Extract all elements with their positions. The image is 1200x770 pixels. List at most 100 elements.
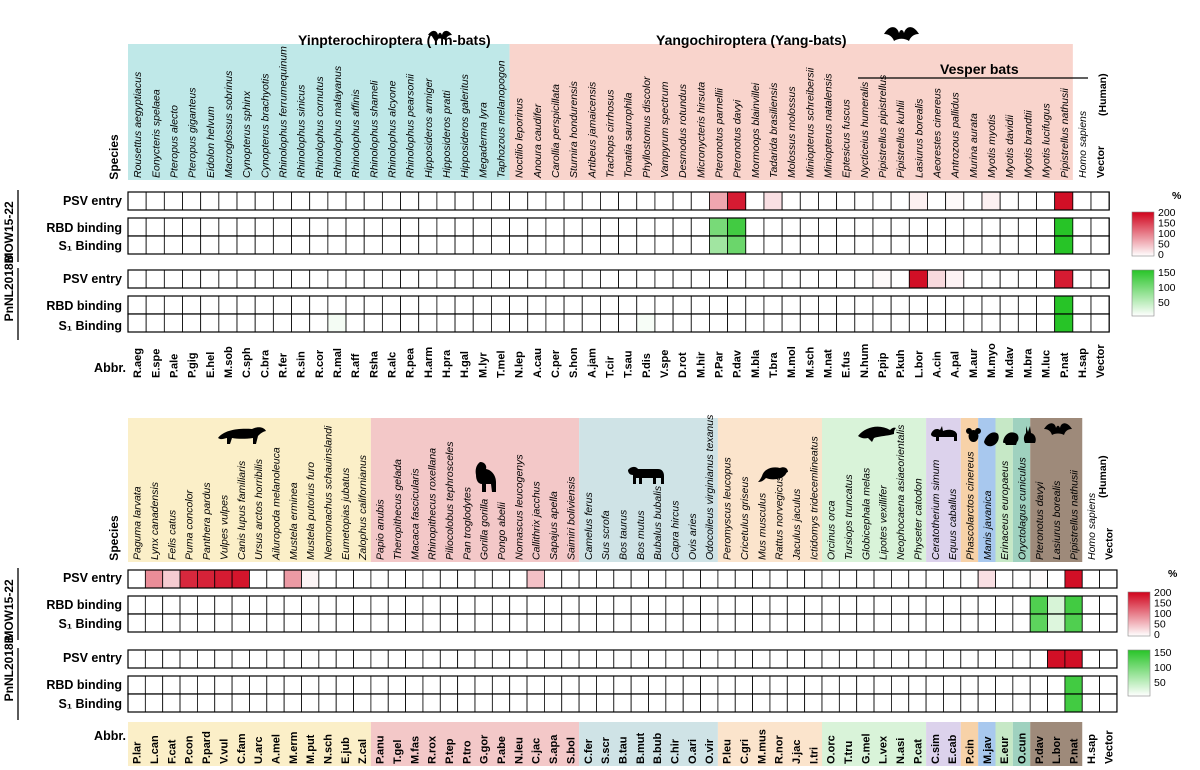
heatmap-cell: [908, 295, 928, 315]
heatmap-cell: [1099, 595, 1118, 615]
heatmap-cell: [648, 613, 667, 633]
heatmap-cell: [1036, 235, 1056, 255]
heatmap-cell: [781, 269, 801, 289]
heatmap-cell: [872, 313, 892, 333]
heatmap-cell: [418, 217, 438, 237]
species-label: Tonatia saurophila: [623, 92, 635, 178]
red-scale-tick: 100: [1154, 608, 1172, 620]
species-label: Neomonachus schauinslandi: [323, 425, 335, 560]
heatmap-cell: [836, 235, 856, 255]
heatmap-cell: [963, 217, 983, 237]
heatmap-cell: [335, 595, 354, 615]
panel1-abbreviations: R.aeg E.spe P.ale P.gig E.hel M.sob C.sph C.bra…: [132, 343, 1107, 378]
panel2-group-bg: [579, 418, 718, 562]
abbr-header-2: Abbr.: [94, 729, 126, 743]
heatmap-cell: [1017, 191, 1037, 211]
heatmap-cell: [561, 675, 580, 695]
heatmap-cell: [457, 649, 476, 669]
abbr-label: M.sob: [223, 346, 235, 378]
heatmap-cell: [472, 235, 492, 255]
heatmap-cell: [1064, 649, 1083, 669]
heatmap-cell: [1081, 675, 1101, 695]
heatmap-cell: [596, 595, 615, 615]
heatmap-cell: [283, 649, 302, 669]
heatmap-cell: [717, 693, 736, 713]
heatmap-cell: [717, 675, 736, 695]
heatmap-cell: [179, 649, 198, 669]
heatmap-cell: [266, 675, 285, 695]
heatmap-cell: [249, 595, 268, 615]
heatmap-cell: [665, 595, 684, 615]
abbr-label: M.hir: [695, 351, 707, 378]
heatmap-cell: [977, 675, 996, 695]
heatmap-cell: [600, 217, 619, 237]
heatmap-cell: [838, 675, 858, 695]
species-label: Pipistrellus nathusii: [1059, 87, 1071, 178]
heatmap-cell: [400, 235, 420, 255]
heatmap-cell: [821, 613, 840, 633]
abbr-label: G.gor: [479, 734, 491, 764]
red-scale-tick: 50: [1154, 619, 1166, 631]
row-frame: [127, 569, 1118, 589]
heatmap-cell: [943, 649, 962, 669]
heatmap-cell: [309, 217, 329, 237]
heatmap-cell: [665, 693, 684, 713]
heatmap-cell: [925, 693, 944, 713]
heatmap-cell: [526, 595, 545, 615]
heatmap-cell: [672, 217, 692, 237]
heatmap-cell: [254, 269, 274, 289]
species-label: Lasiurus borealis: [1051, 480, 1063, 560]
heatmap-cell: [999, 191, 1019, 211]
heatmap-cell: [283, 675, 302, 695]
heatmap-cell: [745, 235, 765, 255]
heatmap-cell: [301, 595, 320, 615]
heatmap-cell: [1099, 569, 1118, 589]
abbr-label: P.tep: [444, 738, 456, 764]
heatmap-cell: [327, 295, 347, 315]
heatmap-cell: [836, 269, 856, 289]
heatmap-cell: [581, 191, 601, 211]
heatmap-cell: [436, 191, 456, 211]
row-frame: [127, 693, 1118, 713]
heatmap-cell: [163, 313, 183, 333]
green-scale-tick: 150: [1154, 647, 1172, 659]
heatmap-cell: [613, 595, 632, 615]
heatmap-cell: [925, 595, 944, 615]
heatmap-cell: [636, 313, 656, 333]
species-label: Vampyrum spectrum: [659, 81, 671, 178]
heatmap-cell: [727, 269, 747, 289]
heatmap-cell: [545, 217, 565, 237]
heatmap-cell: [700, 649, 719, 669]
abbr-label: D.rot: [677, 352, 689, 378]
yang-bats-title: Yangochiroptera (Yang-bats): [656, 32, 847, 48]
heatmap-cell: [335, 569, 354, 589]
abbr-label: R.cor: [314, 349, 326, 378]
heatmap-cell: [266, 595, 285, 615]
green-scale-tick: 100: [1158, 282, 1176, 294]
heatmap-cell: [578, 675, 597, 695]
species-label: Miniopterus natalensis: [823, 73, 835, 178]
panel1-heatmap-grid: [127, 191, 1110, 333]
abbr-label: P.nat: [1059, 352, 1071, 378]
panel2-abbr-bg: [995, 722, 1013, 766]
heatmap-cell: [578, 693, 597, 713]
species-label: Myotis brandtii: [1022, 110, 1034, 178]
heatmap-cell: [799, 235, 819, 255]
heatmap-cell: [630, 613, 649, 633]
heatmap-cell: [231, 613, 250, 633]
heatmap-cell: [387, 675, 407, 695]
heatmap-cell: [786, 595, 806, 615]
species-label: Micronycteris hirsuta: [695, 82, 707, 178]
heatmap-cell: [1064, 569, 1083, 589]
heatmap-cell: [636, 217, 656, 237]
heatmap-cell: [1054, 295, 1074, 315]
panel2-abbr-bg: [579, 722, 718, 766]
heatmap-cell: [854, 295, 874, 315]
heatmap-cell: [491, 693, 511, 713]
heatmap-cell: [418, 295, 438, 315]
heatmap-cell: [1029, 675, 1048, 695]
green-scale-tick: 50: [1154, 677, 1166, 689]
heatmap-cell: [254, 235, 274, 255]
heatmap-cell: [891, 613, 910, 633]
heatmap-cell: [327, 269, 347, 289]
